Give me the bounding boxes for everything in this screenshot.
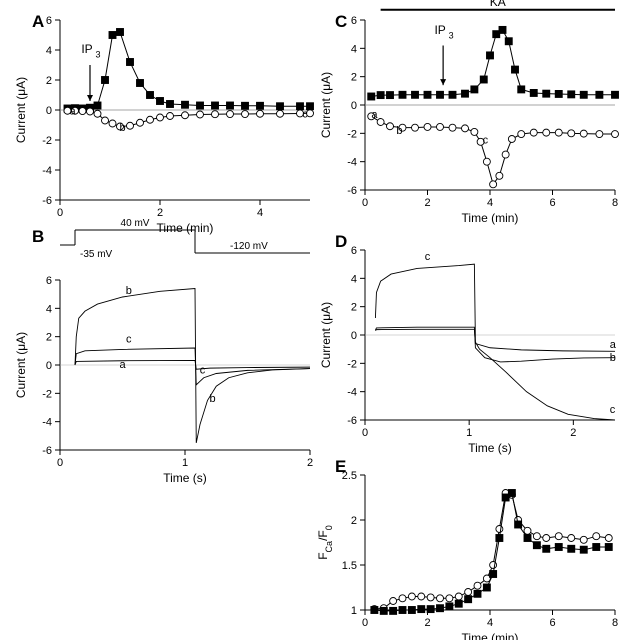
- svg-text:Time (min): Time (min): [462, 631, 519, 640]
- figure-root: A 024-6-4-20246Time (min)Current (μA)IP3…: [0, 0, 630, 640]
- svg-text:8: 8: [612, 617, 618, 629]
- svg-text:1.5: 1.5: [342, 560, 357, 572]
- svg-text:FCa/F0: FCa/F0: [316, 525, 334, 560]
- svg-text:4: 4: [487, 617, 493, 629]
- svg-text:2.5: 2.5: [342, 470, 357, 482]
- panel-e-svg: 0 2 4 6 8 1 1.5 2 2.5 Time (min) FCa/F0: [0, 0, 630, 640]
- svg-text:1: 1: [351, 605, 357, 617]
- svg-text:0: 0: [362, 617, 368, 629]
- svg-text:6: 6: [549, 617, 555, 629]
- svg-text:2: 2: [424, 617, 430, 629]
- svg-text:2: 2: [351, 515, 357, 527]
